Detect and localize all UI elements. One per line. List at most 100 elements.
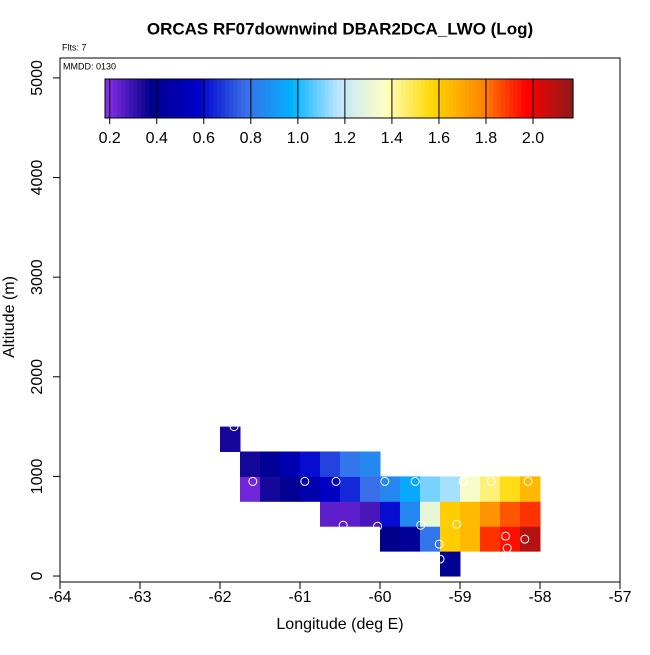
heat-cell (440, 476, 461, 502)
colorbar-swatch (125, 79, 130, 118)
colorbar-swatch (565, 79, 570, 118)
colorbar-tick-label: 0.8 (240, 130, 262, 147)
obs-point (452, 519, 462, 529)
heat-cell (460, 476, 481, 502)
colorbar-swatch (137, 79, 142, 118)
obs-point (501, 531, 511, 541)
colorbar-swatch (193, 79, 198, 118)
colorbar-swatch (253, 79, 258, 118)
colorbar-swatch (189, 79, 194, 118)
colorbar-swatch (169, 79, 174, 118)
heat-cell (440, 501, 461, 527)
colorbar-swatch (393, 79, 398, 118)
colorbar-swatch (501, 79, 506, 118)
heat-cell (380, 476, 401, 502)
colorbar-swatch (405, 79, 410, 118)
x-tick-label: -61 (288, 589, 311, 606)
colorbar-swatch (365, 79, 370, 118)
colorbar-swatch (461, 79, 466, 118)
colorbar-swatch (221, 79, 226, 118)
heat-cell (340, 501, 361, 527)
colorbar-swatch (145, 79, 150, 118)
heat-cell (360, 501, 381, 527)
colorbar-swatch (485, 79, 490, 118)
colorbar-swatch (537, 79, 542, 118)
colorbar-swatch (517, 79, 522, 118)
obs-point (458, 476, 468, 486)
colorbar-swatch (261, 79, 266, 118)
heat-cell (280, 476, 301, 502)
heat-cell (320, 476, 341, 502)
colorbar-swatch (317, 79, 322, 118)
colorbar-swatch (333, 79, 338, 118)
obs-point (502, 543, 512, 553)
obs-point (434, 539, 444, 549)
colorbar-swatch (309, 79, 314, 118)
colorbar-swatch (105, 79, 110, 118)
colorbar-swatch (117, 79, 122, 118)
colorbar-swatch (457, 79, 462, 118)
colorbar-swatch (297, 79, 302, 118)
heat-cell (380, 501, 401, 527)
colorbar-swatch (473, 79, 478, 118)
colorbar-swatch (277, 79, 282, 118)
heat-cell (300, 476, 321, 502)
colorbar-tick-label: 1.0 (287, 130, 309, 147)
colorbar-swatch (217, 79, 222, 118)
colorbar-swatch (417, 79, 422, 118)
heat-cell (260, 451, 281, 477)
obs-point (373, 521, 383, 531)
colorbar-swatch (173, 79, 178, 118)
colorbar-swatch (345, 79, 350, 118)
colorbar-swatch (273, 79, 278, 118)
colorbar-swatch (413, 79, 418, 118)
colorbar-swatch (469, 79, 474, 118)
heat-cell (480, 476, 501, 502)
heat-cell (360, 476, 381, 502)
x-tick-label: -62 (208, 589, 231, 606)
colorbar-swatch (281, 79, 286, 118)
heat-cell (400, 526, 421, 552)
colorbar-swatch (429, 79, 434, 118)
obs-point (229, 422, 239, 432)
colorbar-swatch (257, 79, 262, 118)
colorbar-swatch (225, 79, 230, 118)
colorbar-swatch (541, 79, 546, 118)
colorbar-swatch (313, 79, 318, 118)
colorbar-swatch (133, 79, 138, 118)
obs-point (248, 476, 258, 486)
colorbar-swatch (209, 79, 214, 118)
colorbar-swatch (549, 79, 554, 118)
colorbar-swatch (233, 79, 238, 118)
heat-cell (260, 476, 281, 502)
colorbar-swatch (493, 79, 498, 118)
colorbar-swatch (421, 79, 426, 118)
heat-cell (360, 451, 381, 477)
colorbar-swatch (445, 79, 450, 118)
colorbar-swatch (453, 79, 458, 118)
colorbar-swatch (301, 79, 306, 118)
colorbar-swatch (269, 79, 274, 118)
colorbar-swatch (409, 79, 414, 118)
colorbar-tick-label: 1.6 (428, 130, 450, 147)
colorbar-tick-label: 1.2 (334, 130, 356, 147)
y-tick-label: 5000 (29, 60, 46, 96)
colorbar-swatch (369, 79, 374, 118)
y-axis-label: Altitude (m) (1, 276, 18, 358)
x-axis-label: Longitude (deg E) (276, 616, 403, 633)
y-tick-label: 1000 (29, 459, 46, 495)
obs-point (435, 554, 445, 564)
colorbar-swatch (149, 79, 154, 118)
heat-cell (440, 551, 461, 577)
colorbar-swatch (521, 79, 526, 118)
colorbar-tick-label: 1.4 (381, 130, 403, 147)
annotation: MMDD: 0130 (63, 61, 116, 71)
colorbar-swatch (341, 79, 346, 118)
x-tick-label: -57 (608, 589, 631, 606)
heat-cell (420, 501, 441, 527)
heat-cell (500, 476, 521, 502)
x-tick-label: -60 (368, 589, 391, 606)
colorbar-swatch (505, 79, 510, 118)
colorbar-swatch (465, 79, 470, 118)
x-tick-label: -63 (128, 589, 151, 606)
